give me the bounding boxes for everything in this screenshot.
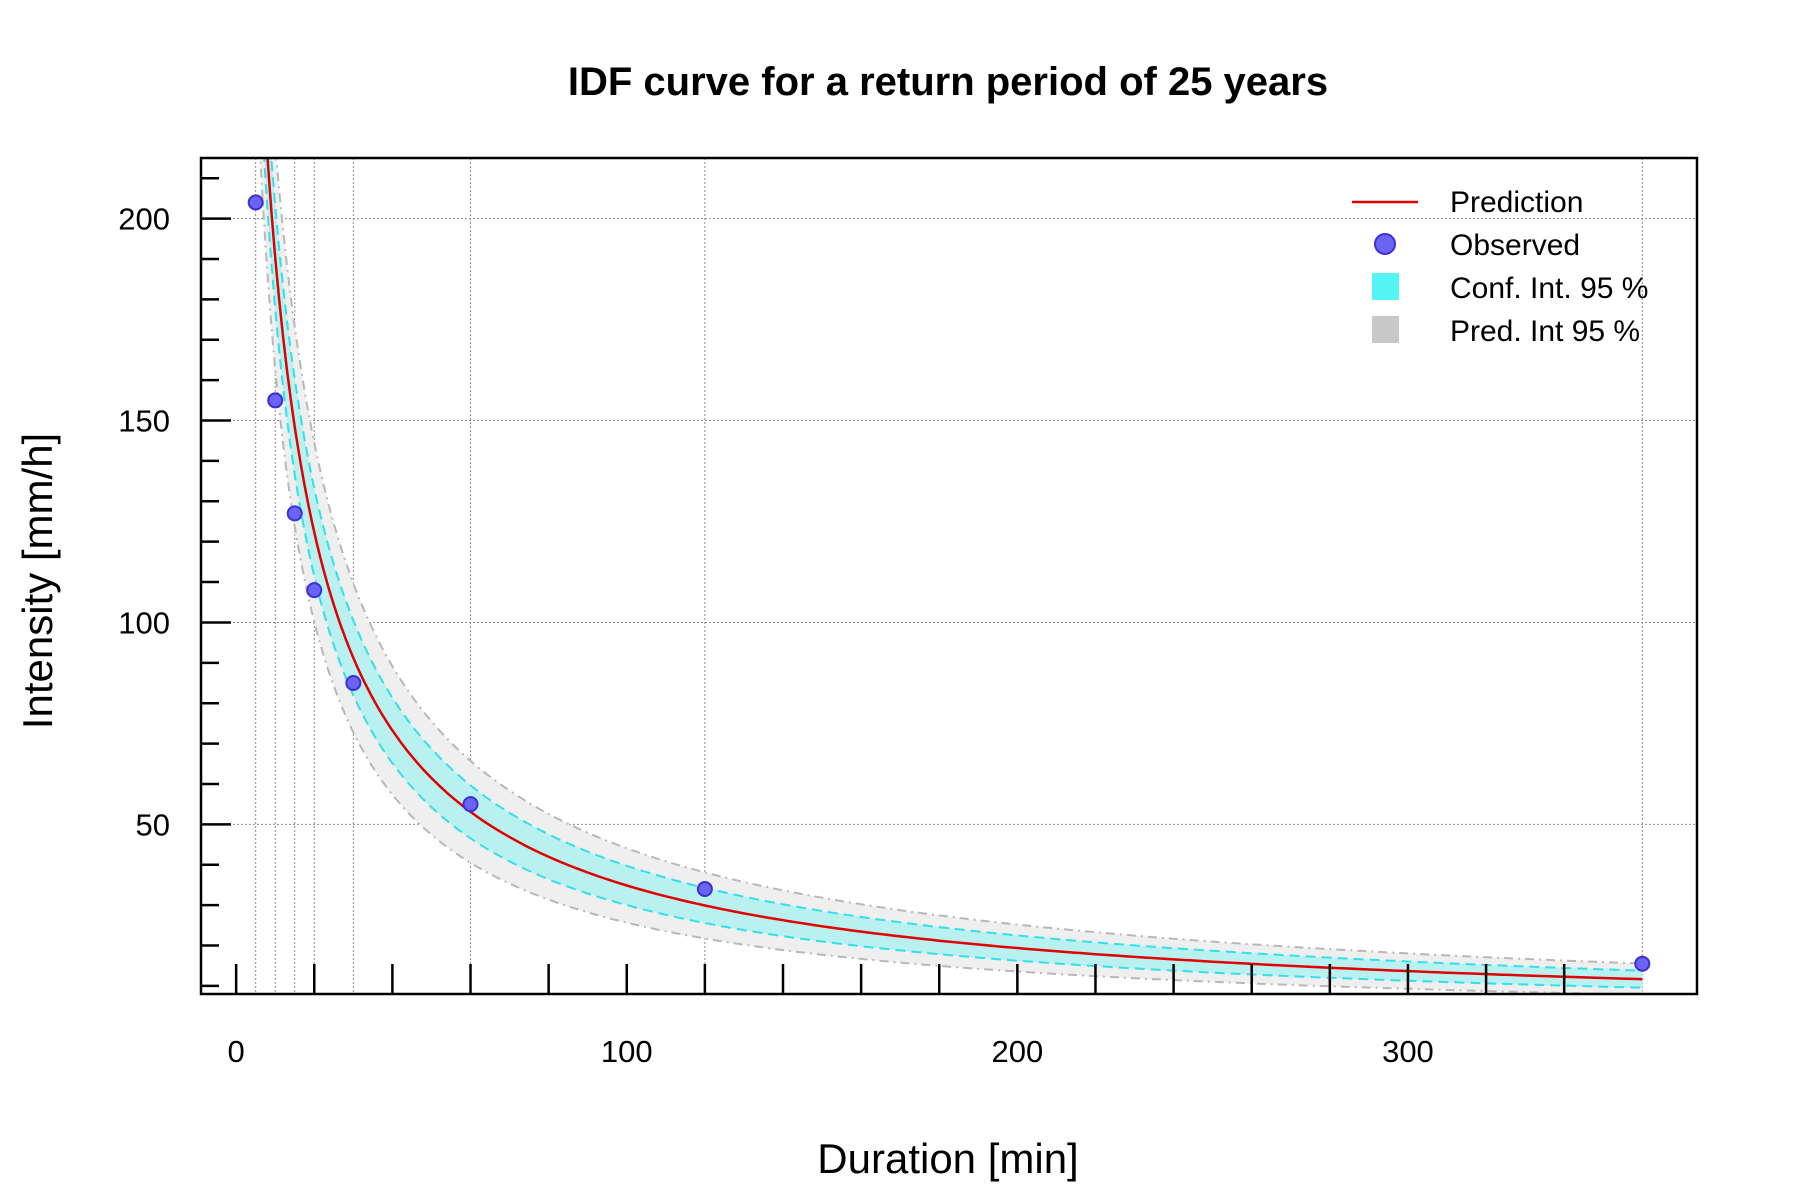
observed-point (1634, 955, 1651, 972)
observed-point (345, 675, 362, 692)
observed-point (696, 880, 713, 897)
conf-upper-line (270, 158, 1643, 972)
y-tick-label: 150 (118, 404, 170, 439)
legend-label-conf: Conf. Int. 95 % (1450, 272, 1648, 305)
observed-point (286, 505, 303, 522)
tick-labels: 0 100 200 300 50 100 150 200 (118, 202, 1434, 1069)
pred-upper-line (275, 158, 1643, 965)
observed-point (247, 194, 264, 211)
x-tick-label: 300 (1382, 1034, 1434, 1069)
observed-point (267, 392, 284, 409)
pred-interval-band (260, 158, 1643, 994)
chart-title: IDF curve for a return period of 25 year… (568, 60, 1328, 104)
legend-observed-swatch (1374, 233, 1396, 255)
interval-bands (260, 158, 1643, 994)
y-tick-label: 200 (118, 202, 170, 237)
legend-pred-swatch (1372, 316, 1399, 343)
x-tick-label: 100 (601, 1034, 653, 1069)
observed-point (306, 582, 323, 599)
x-tick-label: 0 (228, 1034, 245, 1069)
legend-label-observed: Observed (1450, 229, 1580, 262)
legend-conf-swatch (1372, 273, 1399, 300)
pred-lower-line (259, 158, 1643, 994)
axis-ticks (201, 176, 1566, 994)
y-tick-label: 100 (118, 605, 170, 640)
prediction-line (266, 158, 1643, 981)
legend: Prediction Observed Conf. Int. 95 % Pred… (1352, 186, 1648, 348)
y-axis-label: Intensity [mm/h] (14, 433, 61, 729)
observed-points (247, 194, 1651, 972)
observed-point (462, 796, 479, 813)
legend-label-prediction: Prediction (1450, 186, 1583, 219)
y-tick-label: 50 (136, 807, 170, 842)
conf-lower-line (263, 158, 1643, 989)
x-axis-label: Duration [min] (817, 1135, 1078, 1182)
legend-label-pred: Pred. Int 95 % (1450, 315, 1640, 348)
prediction-lines (259, 158, 1643, 994)
x-tick-label: 200 (991, 1034, 1043, 1069)
plot-frame (199, 156, 1699, 996)
